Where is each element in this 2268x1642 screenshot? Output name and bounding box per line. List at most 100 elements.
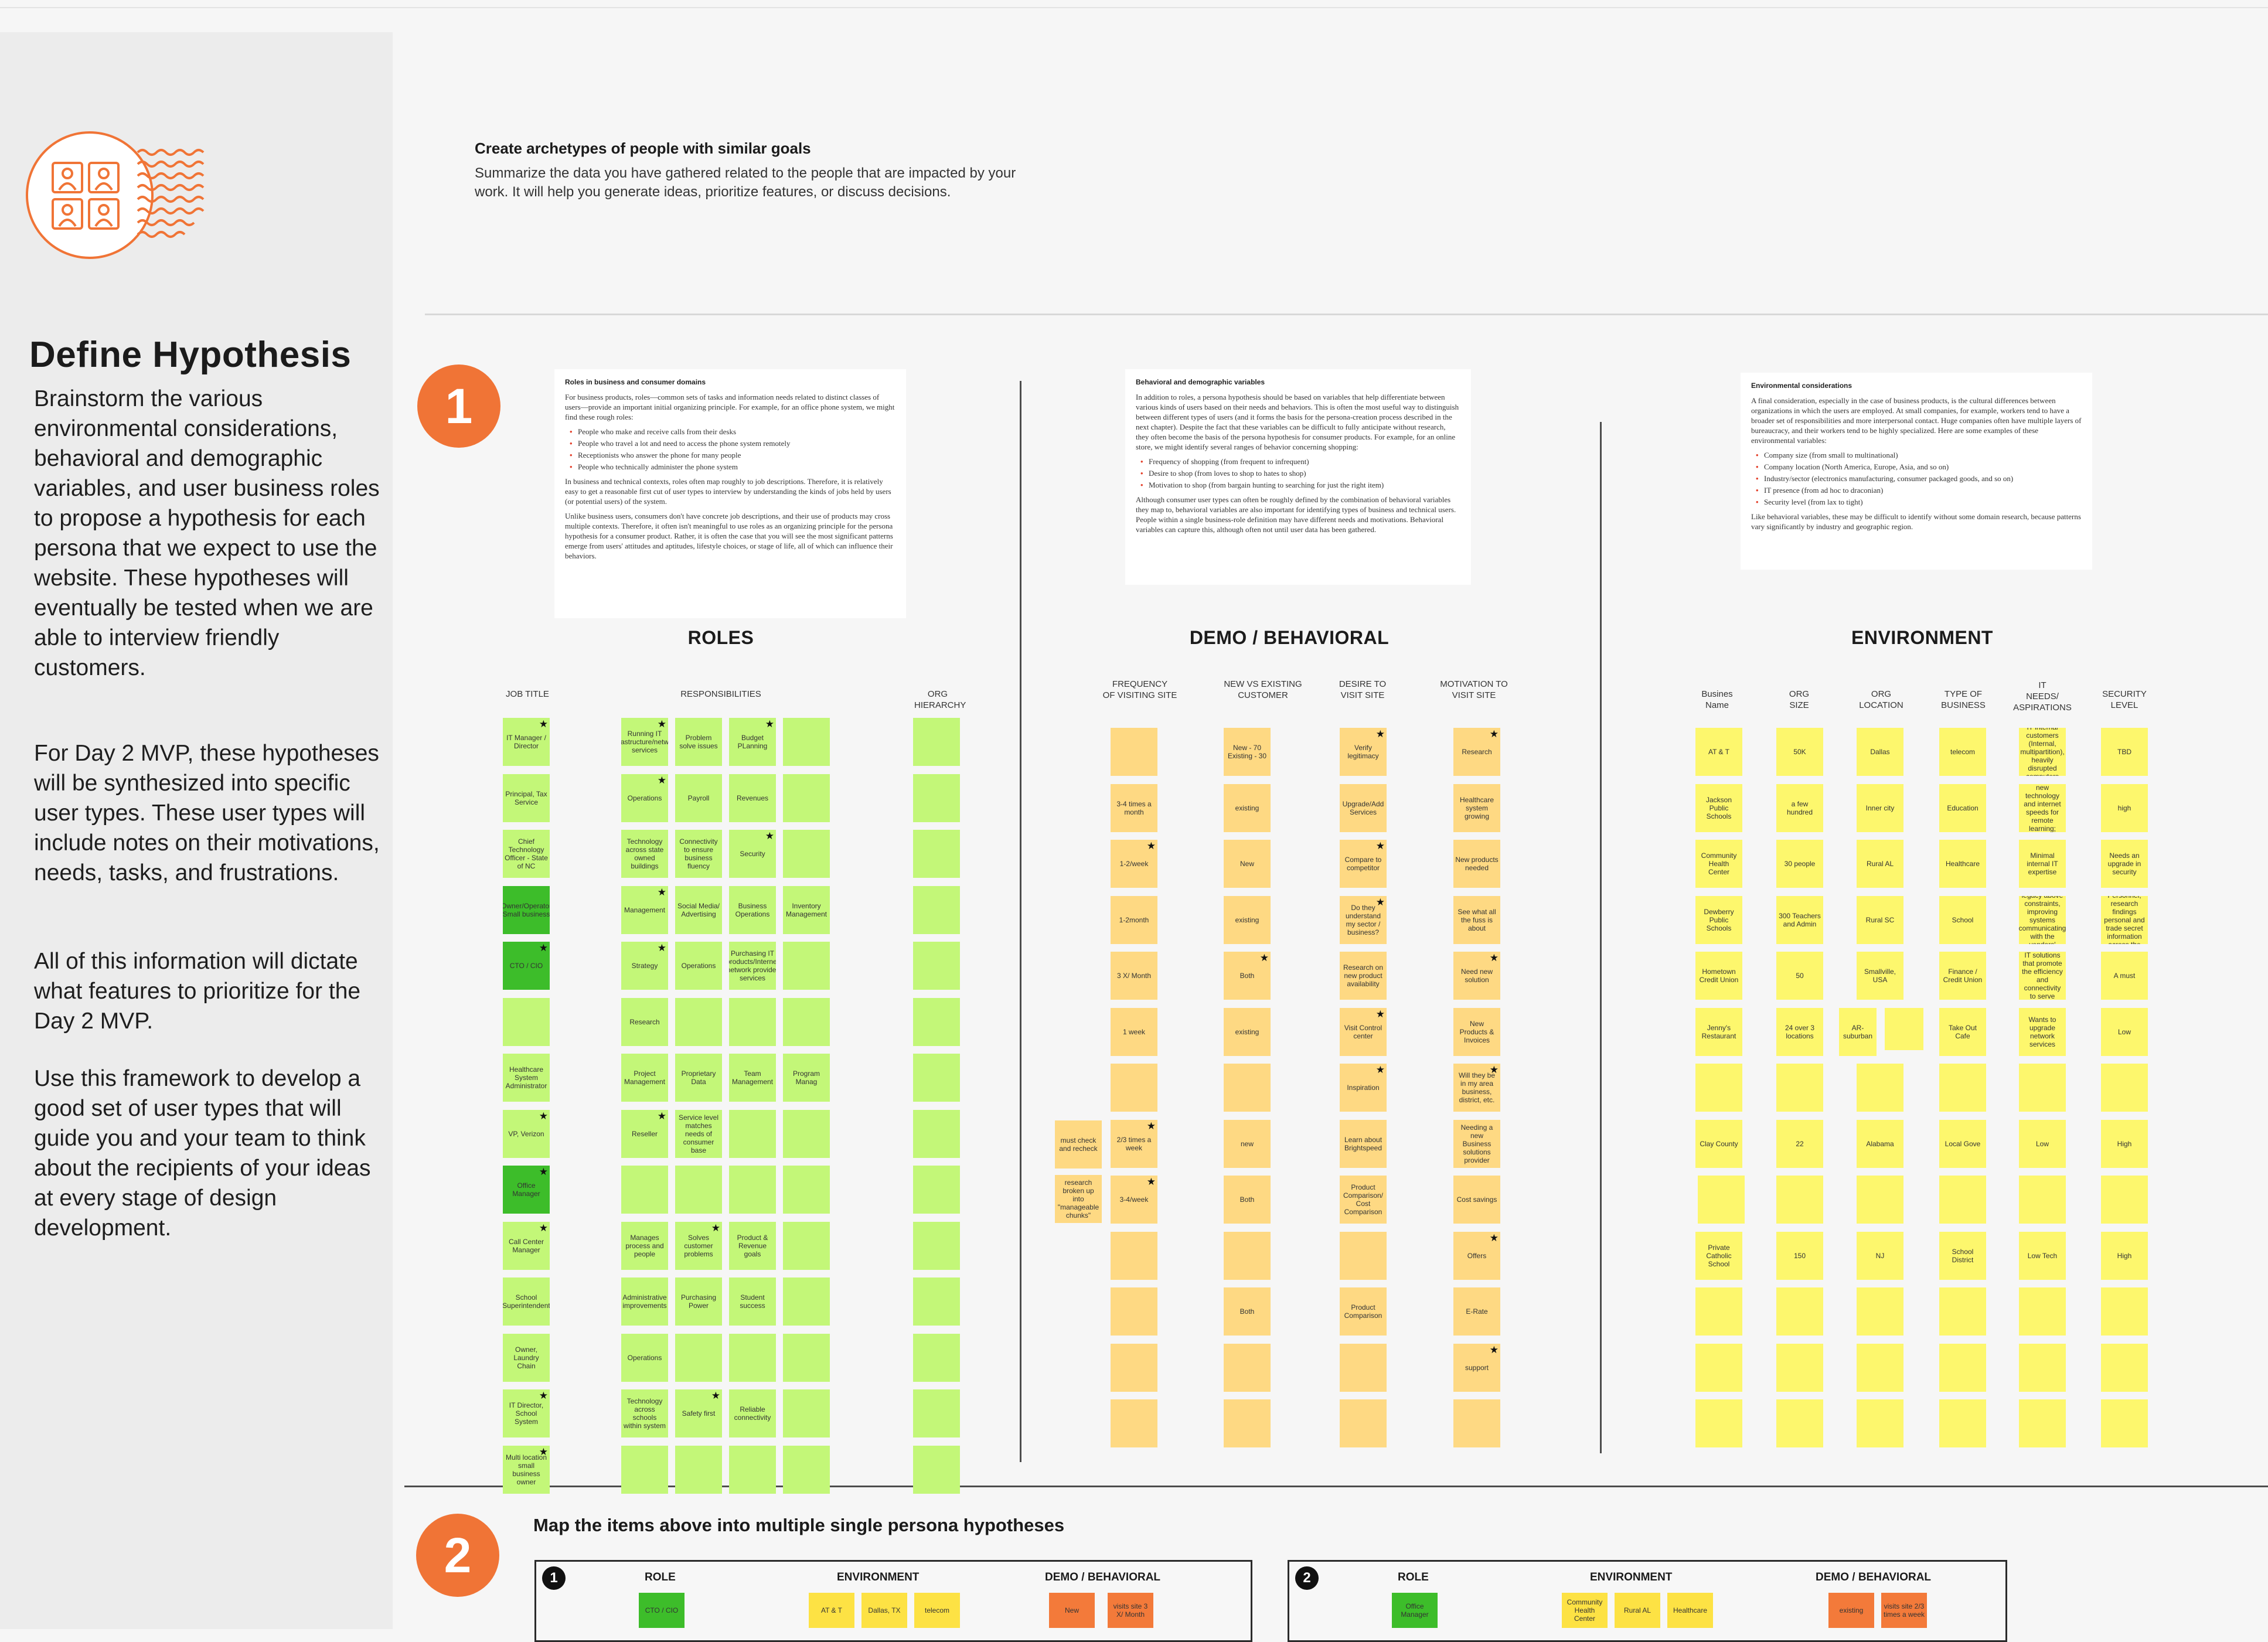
desire-sticky[interactable]: Research on new product availability [1340,952,1387,1000]
frequency-sticky[interactable]: 2/3 times a week ★ [1111,1119,1157,1168]
customer-type-sticky[interactable]: Both [1224,1176,1271,1224]
frequency-sticky[interactable] [1111,1399,1157,1447]
responsibility-sticky[interactable] [729,997,776,1046]
responsibility-sticky[interactable] [783,718,830,766]
org-location-sticky[interactable]: Smallville, USA [1857,952,1903,1000]
business-type-sticky[interactable]: School District [1939,1231,1986,1280]
job-title-sticky[interactable] [503,997,550,1046]
motivation-sticky[interactable]: Healthcare system growing [1453,783,1500,832]
frequency-sticky[interactable]: 1 week [1111,1007,1157,1056]
frequency-sticky[interactable] [1111,1231,1157,1280]
business-name-sticky[interactable]: Hometown Credit Union [1695,952,1742,1000]
customer-type-sticky[interactable]: existing [1224,783,1271,832]
it-needs-sticky[interactable] [2019,1287,2066,1336]
it-needs-sticky[interactable]: IT internal customers (Internal, multipa… [2019,728,2066,776]
responsibility-sticky[interactable]: Technology across schools within system [621,1389,668,1437]
job-title-sticky[interactable]: Healthcare System Administrator [503,1054,550,1102]
responsibility-sticky[interactable]: Inventory Management [783,885,830,934]
security-level-sticky[interactable] [2101,1399,2148,1447]
responsibility-sticky[interactable]: Program Manag [783,1054,830,1102]
business-name-sticky[interactable]: Private Catholic School [1695,1231,1742,1280]
org-location-sticky[interactable] [1857,1399,1903,1447]
customer-type-sticky[interactable]: Both ★ [1224,952,1271,1000]
responsibility-sticky[interactable]: Payroll [675,774,722,822]
desire-sticky[interactable]: Visit Control center ★ [1340,1007,1387,1056]
motivation-sticky[interactable]: E-Rate [1453,1287,1500,1336]
job-title-sticky[interactable]: IT Manager / Director ★ [503,718,550,766]
customer-type-sticky[interactable] [1224,1343,1271,1392]
responsibility-sticky[interactable]: Management ★ [621,885,668,934]
responsibility-sticky[interactable] [783,1109,830,1158]
responsibility-sticky[interactable]: Running IT infrastructure/network servic… [621,718,668,766]
customer-type-sticky[interactable]: new [1224,1119,1271,1168]
business-name-sticky[interactable]: AT & T [1695,728,1742,776]
job-title-sticky[interactable]: Chief Technology Officer - State of NC [503,830,550,878]
it-needs-sticky[interactable] [2019,1343,2066,1392]
org-hierarchy-sticky[interactable] [913,1389,960,1437]
org-size-sticky[interactable]: 22 [1776,1119,1823,1168]
org-size-sticky[interactable]: 30 people [1776,840,1823,888]
frequency-sticky[interactable] [1111,728,1157,776]
responsibility-sticky[interactable] [783,997,830,1046]
org-size-sticky[interactable]: 50 [1776,952,1823,1000]
motivation-sticky[interactable]: New Products & Invoices [1453,1007,1500,1056]
business-type-sticky[interactable]: Finance / Credit Union [1939,952,1986,1000]
responsibility-sticky[interactable] [675,997,722,1046]
security-level-sticky[interactable] [2101,1176,2148,1224]
org-location-sticky[interactable]: Rural AL [1857,840,1903,888]
org-size-sticky[interactable] [1776,1064,1823,1112]
motivation-sticky[interactable]: support ★ [1453,1343,1500,1392]
org-location-sticky[interactable]: NJ [1857,1231,1903,1280]
frequency-sticky[interactable] [1111,1064,1157,1112]
motivation-sticky[interactable]: See what all the fuss is about [1453,895,1500,944]
motivation-sticky[interactable]: New products needed [1453,840,1500,888]
security-level-sticky[interactable]: Needs an upgrade in security [2101,840,2148,888]
org-size-sticky[interactable]: 24 over 3 locations [1776,1007,1823,1056]
responsibility-sticky[interactable]: Project Management [621,1054,668,1102]
org-hierarchy-sticky[interactable] [913,997,960,1046]
frequency-sticky[interactable] [1111,1287,1157,1336]
responsibility-sticky[interactable]: Operations [621,1333,668,1382]
security-level-sticky[interactable] [2101,1287,2148,1336]
frequency-sticky[interactable] [1111,1343,1157,1392]
responsibility-sticky[interactable]: Connectivity to ensure business fluency [675,830,722,878]
it-needs-sticky[interactable]: Low Tech [2019,1231,2066,1280]
desire-sticky[interactable] [1340,1399,1387,1447]
job-title-sticky[interactable]: Owner, Laundry Chain [503,1333,550,1382]
it-needs-sticky[interactable]: Connected world; Need new technology and… [2019,783,2066,832]
desire-sticky[interactable]: Learn about Brightspeed [1340,1119,1387,1168]
responsibility-sticky[interactable] [783,1389,830,1437]
responsibility-sticky[interactable]: Purchasing Power [675,1278,722,1326]
responsibility-sticky[interactable]: Operations ★ [621,774,668,822]
persona-demo-sticky[interactable]: visits site 2/3 times a week [1881,1593,1927,1628]
business-name-sticky[interactable]: Clay County [1695,1119,1742,1168]
persona-demo-sticky[interactable]: visits site 3 X/ Month [1108,1593,1153,1628]
it-needs-sticky[interactable]: Economical IT solutions that promote the… [2019,952,2066,1000]
business-name-sticky[interactable] [1695,1343,1742,1392]
it-needs-sticky[interactable] [2019,1176,2066,1224]
org-hierarchy-sticky[interactable] [913,885,960,934]
frequency-sticky[interactable]: 3-4 times a month [1111,783,1157,832]
business-name-sticky[interactable]: Community Health Center [1695,840,1742,888]
responsibility-sticky[interactable] [621,1166,668,1214]
responsibility-sticky[interactable] [783,774,830,822]
frequency-sticky[interactable]: must check and recheck [1055,1120,1102,1169]
responsibility-sticky[interactable] [729,1109,776,1158]
responsibility-sticky[interactable]: Proprietary Data [675,1054,722,1102]
responsibility-sticky[interactable]: Budget PLanning ★ [729,718,776,766]
responsibility-sticky[interactable]: Social Media/ Advertising [675,885,722,934]
business-type-sticky[interactable] [1939,1064,1986,1112]
it-needs-sticky[interactable]: Deal with the legacy above constraints, … [2019,895,2066,944]
responsibility-sticky[interactable]: Purchasing IT products/Internet network … [729,942,776,990]
responsibility-sticky[interactable]: Business Operations [729,885,776,934]
job-title-sticky[interactable]: IT Director, School System ★ [503,1389,550,1437]
desire-sticky[interactable] [1340,1231,1387,1280]
business-type-sticky[interactable]: School [1939,895,1986,944]
org-hierarchy-sticky[interactable] [913,774,960,822]
org-size-sticky[interactable] [1776,1399,1823,1447]
org-hierarchy-sticky[interactable] [913,1109,960,1158]
persona-env-sticky[interactable]: Rural AL [1615,1593,1660,1628]
frequency-sticky[interactable]: 1-2/week ★ [1111,840,1157,888]
org-location-sticky[interactable]: Alabama [1857,1119,1903,1168]
it-needs-sticky[interactable] [2019,1064,2066,1112]
